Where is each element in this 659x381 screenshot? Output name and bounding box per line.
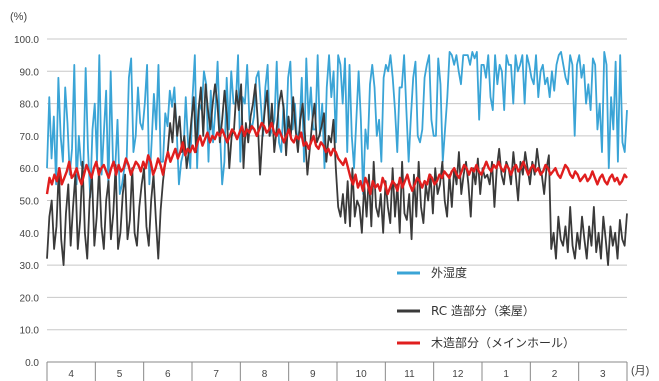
y-tick-40.0: 40.0 (20, 229, 40, 240)
x-axis: 4 5 6 7 8 9 10 11 12 1 2 3 (46, 362, 628, 381)
month-label-7: 7 (213, 369, 219, 380)
y-tick-labels: 0.0 10.0 20.0 30.0 40.0 50.0 60.0 70.0 80.0 90.0 1… (14, 35, 39, 369)
month-label-9: 9 (310, 369, 316, 380)
y-axis-unit-label: (%) (10, 11, 27, 23)
series-lines (45, 51, 628, 267)
month-label-5: 5 (117, 369, 123, 380)
y-tick-0.0: 0.0 (25, 358, 39, 369)
legend: 外湿度 RC 造部分（楽屋） 木造部分（メインホール） (397, 265, 575, 350)
series-line-1 (46, 83, 628, 267)
y-tick-80.0: 80.0 (20, 100, 40, 111)
month-label-6: 6 (165, 369, 171, 380)
x-axis-unit-label: (月) (631, 365, 649, 377)
y-tick-10.0: 10.0 (20, 326, 40, 337)
month-label-8: 8 (262, 369, 268, 380)
legend-label-rc: RC 造部分（楽屋） (431, 303, 535, 318)
y-tick-20.0: 20.0 (20, 293, 40, 304)
month-label-12: 12 (452, 369, 464, 380)
month-label-11: 11 (404, 369, 415, 380)
series-line-0 (46, 51, 628, 199)
y-tick-100.0: 100.0 (14, 35, 39, 46)
y-tick-70.0: 70.0 (20, 132, 40, 143)
legend-label-wood: 木造部分（メインホール） (431, 335, 575, 350)
y-tick-50.0: 50.0 (20, 197, 40, 208)
month-label-4: 4 (68, 369, 74, 380)
month-label-1: 1 (503, 369, 509, 380)
month-label-10: 10 (356, 369, 368, 380)
y-tick-60.0: 60.0 (20, 164, 40, 175)
y-tick-30.0: 30.0 (20, 261, 40, 272)
y-tick-90.0: 90.0 (20, 67, 40, 78)
month-label-2: 2 (552, 369, 558, 380)
series-line-2 (45, 121, 628, 196)
legend-label-outdoor: 外湿度 (431, 265, 467, 280)
month-label-3: 3 (600, 369, 606, 380)
